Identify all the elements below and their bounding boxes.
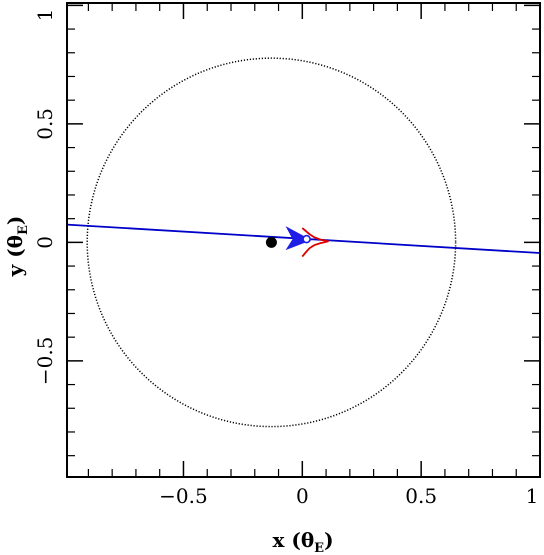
source-direction-arrow	[285, 226, 312, 251]
minor-ticks	[67, 3, 540, 477]
lens-marker	[265, 236, 277, 248]
y-tick-label: 1	[33, 9, 57, 22]
y-tick-labels: −0.5 0 0.5 1	[33, 9, 57, 386]
y-axis-label-symbol: θ	[3, 235, 27, 248]
series-layer	[66, 57, 541, 428]
x-tick-label: 1	[526, 484, 539, 508]
y-axis-label-subscript: E	[16, 225, 31, 235]
x-tick-label: 0	[296, 484, 309, 508]
einstein-ring-circle	[86, 57, 457, 428]
y-tick-label: −0.5	[33, 337, 57, 386]
caustic-curve	[301, 227, 329, 258]
y-axis-label-main: y	[3, 263, 27, 277]
x-axis-label-symbol: θ	[301, 528, 314, 552]
x-axis-label-main: x	[272, 528, 285, 552]
x-tick-label: 0.5	[405, 484, 437, 508]
x-tick-labels: −0.5 0 0.5 1	[159, 484, 538, 508]
source-marker	[302, 234, 311, 244]
y-tick-label: 0.5	[33, 108, 57, 140]
y-tick-label: 0	[33, 236, 57, 249]
plot-frame	[66, 2, 541, 478]
x-axis-label-subscript: E	[314, 541, 324, 555]
y-axis-label: y (θE)	[3, 216, 31, 278]
x-tick-label: −0.5	[159, 484, 208, 508]
x-axis-label: x (θE)	[272, 528, 333, 555]
